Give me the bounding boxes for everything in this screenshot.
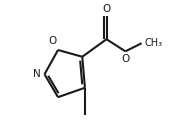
Text: O: O [48,36,57,46]
Text: N: N [33,69,40,79]
Text: O: O [102,4,111,14]
Text: CH₃: CH₃ [144,38,162,48]
Text: O: O [121,54,130,64]
